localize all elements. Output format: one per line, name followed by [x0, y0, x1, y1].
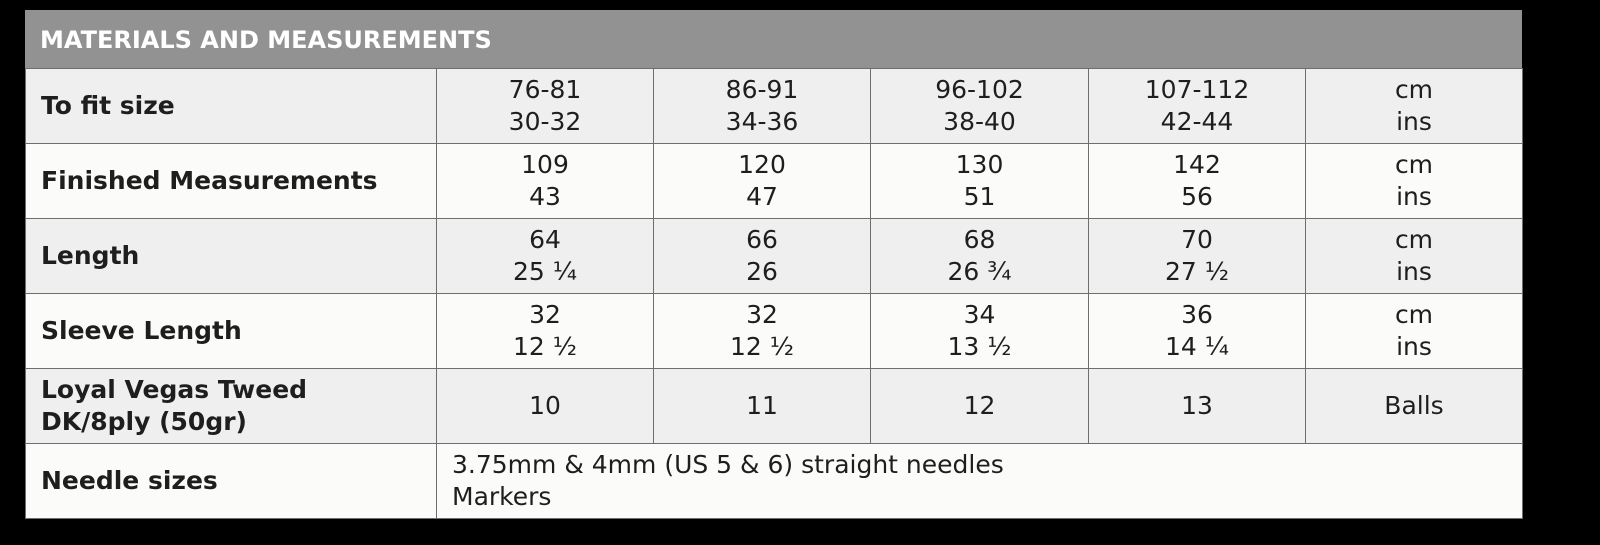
cell-line: 3.75mm & 4mm (US 5 & 6) straight needles	[452, 450, 1004, 479]
value-cell: 11	[653, 368, 871, 444]
cell-line: cm	[1394, 225, 1434, 254]
cell-line: cm	[1394, 75, 1434, 104]
row-label: Length	[25, 218, 437, 294]
cell-line: To fit size	[41, 91, 175, 120]
value-cell: cm ins	[1305, 68, 1523, 144]
cell-line: ins	[1396, 257, 1432, 286]
cell-line: 120	[738, 150, 786, 179]
cell-line: 32	[529, 300, 561, 329]
value-cell: 66 26	[653, 218, 871, 294]
value-cell: 142 56	[1088, 143, 1306, 219]
cell-line: 36	[1181, 300, 1213, 329]
value-cell: cm ins	[1305, 143, 1523, 219]
value-cell: 32 12 ½	[436, 293, 654, 369]
cell-line: DK/8ply (50gr)	[41, 407, 247, 436]
table-row: Needle sizes 3.75mm & 4mm (US 5 & 6) stra…	[25, 443, 1523, 519]
cell-line: cm	[1394, 150, 1434, 179]
materials-table: MATERIALS AND MEASUREMENTS To fit size 76…	[25, 10, 1523, 519]
cell-line: 26 ¾	[947, 257, 1012, 286]
cell-line: ins	[1396, 182, 1432, 211]
cell-line: Markers	[452, 482, 552, 511]
cell-line: 38-40	[943, 107, 1016, 136]
cell-line: 12 ½	[513, 332, 577, 361]
table-title: MATERIALS AND MEASUREMENTS	[25, 10, 1522, 68]
cell-line: 13	[1181, 391, 1213, 420]
value-cell: 86-91 34-36	[653, 68, 871, 144]
value-cell: 96-102 38-40	[870, 68, 1089, 144]
cell-line: 30-32	[508, 107, 582, 136]
row-label: Finished Measurements	[25, 143, 437, 219]
cell-line: 130	[955, 150, 1004, 179]
cell-line: 70	[1181, 225, 1213, 254]
value-cell: 70 27 ½	[1088, 218, 1306, 294]
cell-line: cm	[1394, 300, 1434, 329]
note-cell: 3.75mm & 4mm (US 5 & 6) straight needles…	[436, 443, 1523, 519]
cell-line: 68	[963, 225, 996, 254]
row-label: Needle sizes	[25, 443, 437, 519]
value-cell: 10	[436, 368, 654, 444]
cell-line: 12 ½	[730, 332, 794, 361]
cell-line: 32	[746, 300, 778, 329]
measurements-grid: To fit size 76-81 30-32 86-91 34-36 96-102 38-…	[25, 68, 1523, 519]
value-cell: 13	[1088, 368, 1306, 444]
cell-line: 13 ½	[947, 332, 1012, 361]
cell-line: Needle sizes	[41, 466, 218, 495]
table-row: To fit size 76-81 30-32 86-91 34-36 96-102 38-…	[25, 68, 1523, 144]
table-row: Finished Measurements 109 43 120 47 130 51 142 5…	[25, 143, 1523, 219]
table-row: Loyal Vegas Tweed DK/8ply (50gr) 10 11 12 13 B…	[25, 368, 1523, 444]
cell-line: 26	[746, 257, 778, 286]
cell-line: 64	[529, 225, 561, 254]
value-cell: cm ins	[1305, 218, 1523, 294]
value-cell: 34 13 ½	[870, 293, 1089, 369]
cell-line: 11	[746, 391, 778, 420]
table-row: Length 64 25 ¼ 66 26 68 26 ¾ 70 27 ½ cm ins	[25, 218, 1523, 294]
cell-line: 76-81	[508, 75, 582, 104]
cell-line: 66	[746, 225, 778, 254]
value-cell: 36 14 ¼	[1088, 293, 1306, 369]
cell-line: 51	[963, 182, 996, 211]
cell-line: 34	[963, 300, 996, 329]
cell-line: 10	[529, 391, 561, 420]
cell-line: ins	[1396, 332, 1432, 361]
cell-line: 43	[529, 182, 561, 211]
value-cell: 64 25 ¼	[436, 218, 654, 294]
cell-line: 107-112	[1144, 75, 1250, 104]
value-cell: 32 12 ½	[653, 293, 871, 369]
value-cell: 68 26 ¾	[870, 218, 1089, 294]
cell-line: 42-44	[1160, 107, 1234, 136]
cell-line: Finished Measurements	[41, 166, 378, 195]
cell-line: Sleeve Length	[41, 316, 242, 345]
table-row: Sleeve Length 32 12 ½ 32 12 ½ 34 13 ½ 36 14 ¼ cm i…	[25, 293, 1523, 369]
cell-line: 86-91	[725, 75, 799, 104]
cell-line: ins	[1396, 107, 1432, 136]
value-cell: 130 51	[870, 143, 1089, 219]
cell-line: 34-36	[725, 107, 799, 136]
value-cell: 109 43	[436, 143, 654, 219]
cell-line: Length	[41, 241, 140, 270]
row-label: Sleeve Length	[25, 293, 437, 369]
cell-line: 56	[1181, 182, 1213, 211]
cell-line: 27 ½	[1165, 257, 1229, 286]
value-cell: 76-81 30-32	[436, 68, 654, 144]
row-label: Loyal Vegas Tweed DK/8ply (50gr)	[25, 368, 437, 444]
cell-line: 142	[1173, 150, 1221, 179]
value-cell: 107-112 42-44	[1088, 68, 1306, 144]
cell-line: 47	[746, 182, 778, 211]
value-cell: 12	[870, 368, 1089, 444]
value-cell: 120 47	[653, 143, 871, 219]
row-label: To fit size	[25, 68, 437, 144]
cell-line: 109	[521, 150, 569, 179]
cell-line: 12	[963, 391, 996, 420]
value-cell: cm ins	[1305, 293, 1523, 369]
value-cell: Balls	[1305, 368, 1523, 444]
cell-line: 96-102	[935, 75, 1024, 104]
cell-line: 14 ¼	[1165, 332, 1229, 361]
cell-line: Balls	[1384, 391, 1444, 420]
cell-line: Loyal Vegas Tweed	[41, 375, 308, 404]
cell-line: 25 ¼	[513, 257, 577, 286]
